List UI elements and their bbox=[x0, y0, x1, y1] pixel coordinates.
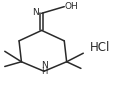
Text: H: H bbox=[41, 67, 47, 76]
Text: OH: OH bbox=[65, 2, 79, 11]
Text: N: N bbox=[41, 61, 47, 70]
Text: HCl: HCl bbox=[90, 41, 110, 54]
Text: N: N bbox=[32, 8, 39, 17]
